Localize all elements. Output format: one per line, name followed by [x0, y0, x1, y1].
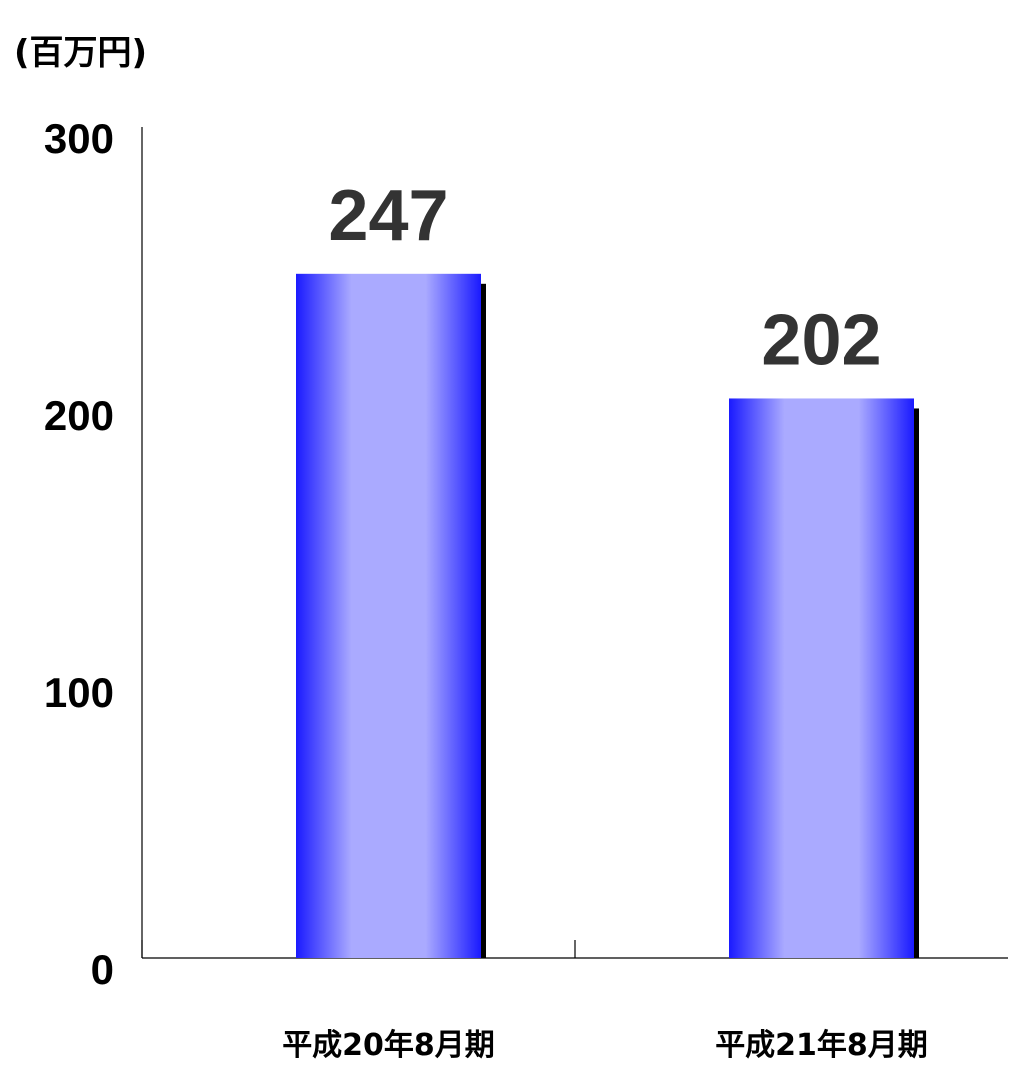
y-axis-ticks: 0 100 200 300	[44, 115, 576, 993]
bar-1	[296, 273, 481, 958]
y-tick-label: 0	[91, 946, 114, 993]
y-tick-label: 300	[44, 115, 114, 162]
bar-2	[729, 398, 914, 959]
x-axis-labels: 平成20年8月期 平成21年8月期	[282, 1028, 928, 1063]
bars	[296, 273, 919, 959]
y-tick-label: 100	[44, 669, 114, 716]
x-tick-label-2: 平成21年8月期	[715, 1028, 928, 1063]
data-label-1: 247	[328, 176, 448, 256]
data-labels: 247 202	[328, 176, 881, 381]
unit-label: (百万円)	[14, 33, 147, 73]
x-tick-label-1: 平成20年8月期	[282, 1028, 495, 1063]
y-tick-label: 200	[44, 392, 114, 439]
data-label-2: 202	[761, 300, 881, 380]
